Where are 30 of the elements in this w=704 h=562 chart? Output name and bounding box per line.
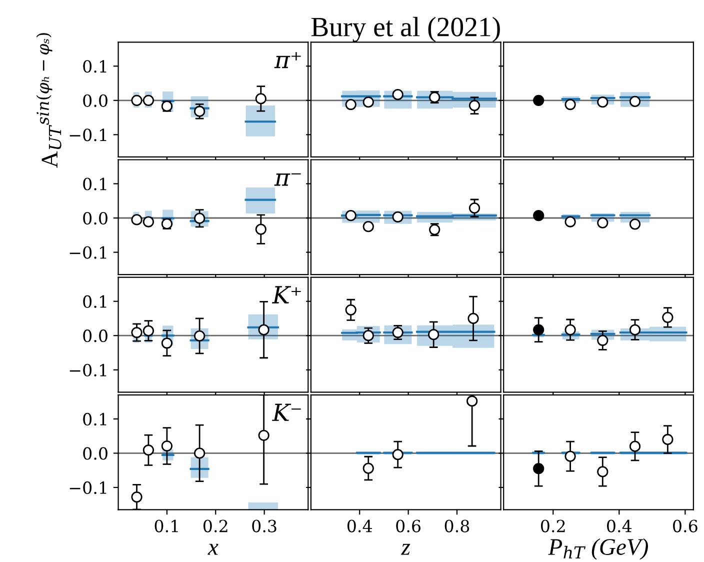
x-tick-label: 0.4 <box>607 520 632 532</box>
y-tick-label: −0.1 <box>70 246 106 259</box>
x-tick-label: 0.2 <box>540 520 565 532</box>
annotation: K⁻ <box>272 404 301 421</box>
x-tick-label: 0.6 <box>673 520 698 532</box>
x-axis-title: z <box>400 544 410 555</box>
y-tick-label: 0.0 <box>83 447 108 460</box>
y-tick-label: 0.1 <box>83 60 106 73</box>
y-tick-label: 0.0 <box>83 94 108 107</box>
x-axis-title: x <box>208 544 218 555</box>
y-tick-label: −0.1 <box>70 481 106 494</box>
x-tick-label: 0.8 <box>444 520 470 532</box>
x-tick-label: 0.3 <box>252 520 276 532</box>
y-tick-label: −0.1 <box>70 364 106 376</box>
x-tick-label: 0.1 <box>154 520 178 532</box>
x-tick-label: 0.4 <box>347 520 372 532</box>
y-tick-label: −0.1 <box>70 128 106 142</box>
chart-title: Bury et al (2021) <box>311 16 500 42</box>
annotation: π⁻ <box>274 173 301 186</box>
x-axis-title: P$_{hT}$ (GeV) <box>548 538 648 560</box>
x-tick-label: 0.2 <box>203 520 228 532</box>
annotation: K⁺ <box>272 286 301 304</box>
y-tick-label: 0.1 <box>83 412 106 426</box>
y-tick-label: 0.0 <box>83 212 108 225</box>
x-tick-label: 0.6 <box>396 520 420 532</box>
y-tick-label: 0.1 <box>83 295 106 308</box>
y-tick-label: 0.1 <box>83 178 106 190</box>
y-axis-title: A$_{UT}$$^{sin(φₕ−φₛ)}$ <box>36 33 62 168</box>
y-tick-label: 0.0 <box>83 330 108 342</box>
annotation: π⁺ <box>274 52 301 68</box>
